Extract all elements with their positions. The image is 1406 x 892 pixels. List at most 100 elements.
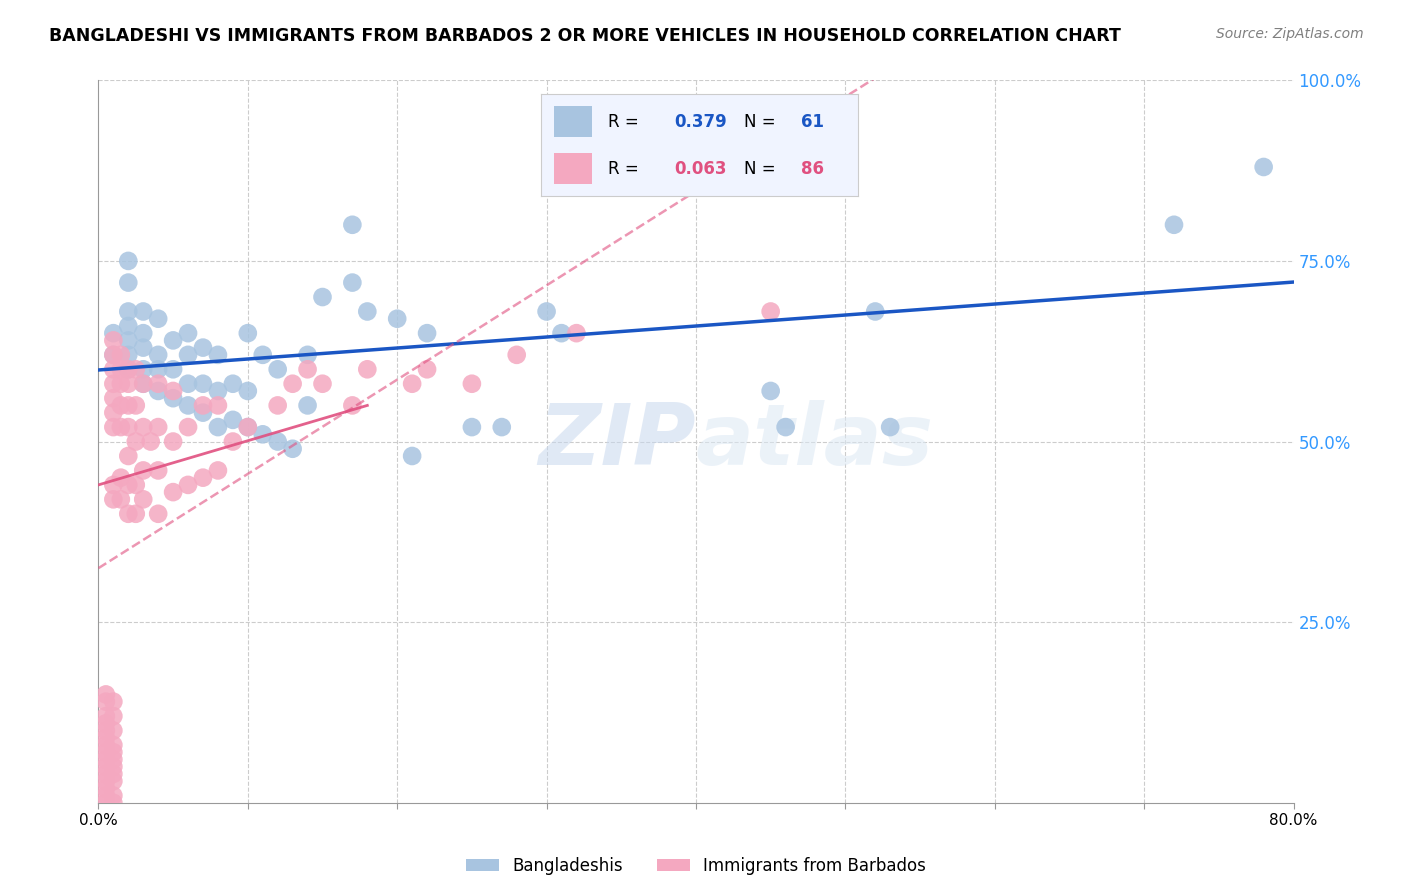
Point <box>148 507 170 521</box>
Point <box>94 695 117 709</box>
Point <box>267 398 290 412</box>
Point <box>536 304 558 318</box>
Point <box>94 723 117 738</box>
Point <box>125 507 148 521</box>
Point <box>110 376 132 391</box>
Point <box>148 463 170 477</box>
Point <box>103 709 125 723</box>
Text: R =: R = <box>607 113 644 131</box>
Point <box>148 362 170 376</box>
Bar <box>554 153 592 184</box>
Point <box>103 745 125 759</box>
Text: N =: N = <box>744 160 780 178</box>
Point <box>103 752 125 766</box>
Point <box>222 376 245 391</box>
Point <box>103 348 125 362</box>
Point <box>117 318 139 333</box>
Point <box>94 796 117 810</box>
Point <box>148 376 170 391</box>
Text: atlas: atlas <box>696 400 934 483</box>
Point <box>222 413 245 427</box>
Point <box>342 276 364 290</box>
Point <box>103 391 125 405</box>
Point <box>416 362 439 376</box>
Point <box>191 406 214 420</box>
Point <box>117 449 139 463</box>
Point <box>117 398 139 412</box>
Point <box>506 348 529 362</box>
Point <box>132 304 155 318</box>
Point <box>110 470 132 484</box>
Point <box>103 334 125 348</box>
Text: 0.063: 0.063 <box>675 160 727 178</box>
Point <box>125 478 148 492</box>
Point <box>461 420 484 434</box>
Point <box>132 463 155 477</box>
Point <box>110 348 132 362</box>
Point <box>177 420 200 434</box>
Point <box>236 420 259 434</box>
Point <box>94 781 117 796</box>
Point <box>148 384 170 398</box>
Point <box>177 326 200 340</box>
Point <box>125 362 148 376</box>
Point <box>103 723 125 738</box>
Point <box>759 304 782 318</box>
Text: R =: R = <box>607 160 644 178</box>
Point <box>103 376 125 391</box>
Point <box>94 760 117 774</box>
Point <box>162 384 184 398</box>
Point <box>94 789 117 803</box>
Point <box>117 348 139 362</box>
Point <box>132 492 155 507</box>
Point <box>103 774 125 789</box>
Point <box>162 334 184 348</box>
Point <box>162 362 184 376</box>
Point <box>297 398 319 412</box>
Point <box>94 731 117 745</box>
Point <box>94 716 117 731</box>
Bar <box>554 106 592 136</box>
Point <box>191 470 214 484</box>
Point <box>162 391 184 405</box>
Point <box>117 376 139 391</box>
Point <box>125 434 148 449</box>
Point <box>125 398 148 412</box>
Point <box>236 420 259 434</box>
Point <box>117 478 139 492</box>
Point <box>297 348 319 362</box>
Point <box>162 485 184 500</box>
Point <box>103 796 125 810</box>
Point <box>103 362 125 376</box>
Point <box>297 362 319 376</box>
Point <box>865 304 887 318</box>
Point <box>110 362 132 376</box>
Point <box>236 384 259 398</box>
Point <box>110 398 132 412</box>
Point <box>94 752 117 766</box>
Point <box>103 695 125 709</box>
Point <box>401 376 423 391</box>
Point <box>236 326 259 340</box>
Point <box>565 326 588 340</box>
Point <box>162 434 184 449</box>
Point <box>177 376 200 391</box>
Point <box>281 376 304 391</box>
Text: Source: ZipAtlas.com: Source: ZipAtlas.com <box>1216 27 1364 41</box>
Legend: Bangladeshis, Immigrants from Barbados: Bangladeshis, Immigrants from Barbados <box>460 850 932 881</box>
Point <box>117 253 139 268</box>
Point <box>132 376 155 391</box>
Point <box>311 290 333 304</box>
Point <box>342 398 364 412</box>
Point <box>267 434 290 449</box>
Point <box>110 492 132 507</box>
Point <box>103 789 125 803</box>
Point <box>103 406 125 420</box>
Point <box>139 434 162 449</box>
Point <box>565 138 588 153</box>
Point <box>252 427 274 442</box>
Point <box>132 362 155 376</box>
Point <box>132 376 155 391</box>
Point <box>879 420 901 434</box>
Point <box>207 463 229 477</box>
